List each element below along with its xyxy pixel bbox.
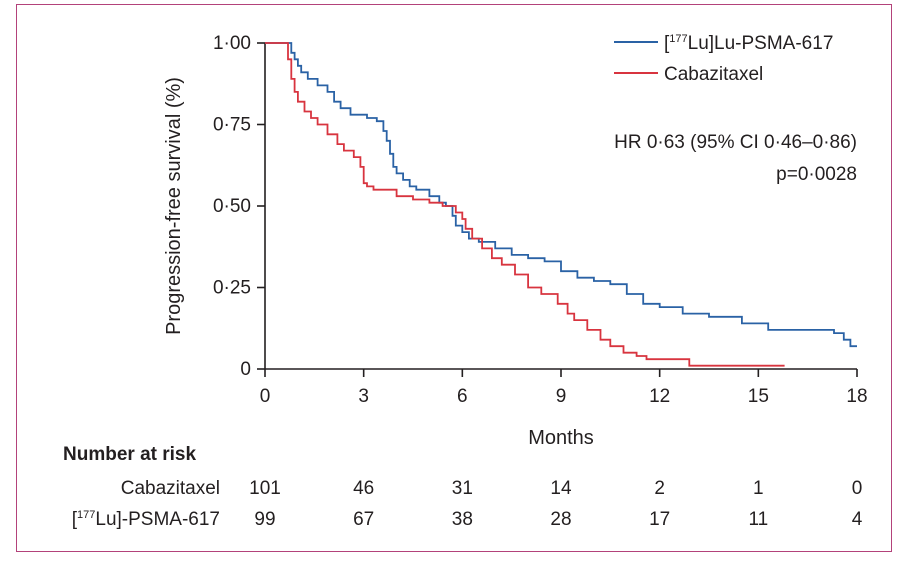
risk-value-cabazitaxel: 0 xyxy=(852,478,863,499)
legend: [177Lu]Lu-PSMA-617 Cabazitaxel xyxy=(614,33,833,85)
y-ticks: 0 0·25 0·50 0·75 1·00 xyxy=(213,33,265,380)
risk-value-lu-psma: 11 xyxy=(748,509,768,530)
risk-value-lu-psma: 67 xyxy=(353,509,374,530)
risk-value-lu-psma: 28 xyxy=(550,509,571,530)
risk-value-cabazitaxel: 46 xyxy=(353,478,374,499)
risk-row-label-lu-psma: [177Lu]-PSMA-617 xyxy=(72,509,220,530)
risk-value-cabazitaxel: 101 xyxy=(249,478,281,499)
risk-table-title: Number at risk xyxy=(63,444,196,465)
x-tick-label: 9 xyxy=(556,386,567,407)
y-tick-label: 0 xyxy=(240,359,251,380)
hazard-ratio-text: HR 0·63 (95% CI 0·46–0·86) xyxy=(614,132,857,153)
risk-value-lu-psma: 99 xyxy=(254,509,275,530)
y-tick-label: 0·25 xyxy=(213,278,251,299)
curve-lu-psma-617 xyxy=(265,42,857,348)
x-tick-label: 15 xyxy=(748,386,769,407)
risk-value-cabazitaxel: 31 xyxy=(452,478,473,499)
risk-value-lu-psma: 17 xyxy=(649,509,670,530)
x-tick-label: 18 xyxy=(846,386,867,407)
x-axis-title: Months xyxy=(528,427,594,449)
x-tick-label: 12 xyxy=(649,386,670,407)
x-tick-label: 6 xyxy=(457,386,468,407)
figure-frame xyxy=(16,4,892,552)
risk-value-cabazitaxel: 1 xyxy=(753,478,764,499)
risk-value-lu-psma: 4 xyxy=(852,509,863,530)
risk-value-cabazitaxel: 2 xyxy=(654,478,665,499)
risk-row-label-cabazitaxel: Cabazitaxel xyxy=(121,478,220,499)
y-tick-label: 0·50 xyxy=(213,196,251,217)
y-tick-label: 1·00 xyxy=(213,33,251,54)
legend-label-lu-psma: [177Lu]Lu-PSMA-617 xyxy=(664,33,833,54)
survival-curves xyxy=(265,42,857,367)
risk-value-lu-psma: 38 xyxy=(452,509,473,530)
x-ticks: 0 3 6 9 12 15 18 xyxy=(260,369,868,407)
y-axis-title: Progression-free survival (%) xyxy=(163,77,185,335)
risk-value-cabazitaxel: 14 xyxy=(550,478,572,499)
legend-label-cabazitaxel: Cabazitaxel xyxy=(664,64,763,85)
y-tick-label: 0·75 xyxy=(213,115,251,136)
p-value-text: p=0·0028 xyxy=(776,164,857,185)
x-tick-label: 0 xyxy=(260,386,271,407)
x-tick-label: 3 xyxy=(358,386,369,407)
curve-cabazitaxel xyxy=(265,42,785,367)
risk-values: 101 46 31 14 2 1 0 99 67 38 28 17 11 4 xyxy=(249,478,863,530)
